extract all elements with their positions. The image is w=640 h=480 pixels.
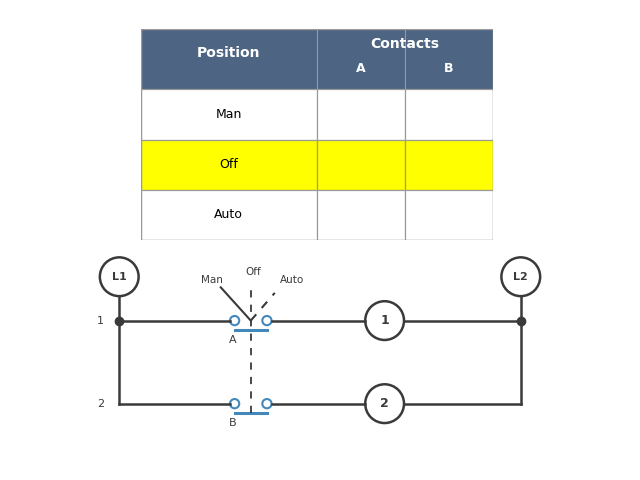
Text: 1: 1 xyxy=(97,315,104,325)
Text: Auto: Auto xyxy=(280,275,305,285)
Bar xyxy=(405,190,493,240)
Bar xyxy=(141,89,317,140)
Bar xyxy=(317,190,405,240)
Text: A: A xyxy=(356,61,365,74)
Text: Auto: Auto xyxy=(214,208,243,221)
Text: Off: Off xyxy=(245,267,261,277)
Text: L1: L1 xyxy=(112,272,127,282)
Text: 2: 2 xyxy=(380,397,389,410)
Bar xyxy=(141,190,317,240)
Text: B: B xyxy=(228,418,236,428)
Bar xyxy=(141,29,493,89)
Text: Off: Off xyxy=(220,158,238,171)
Text: Contacts: Contacts xyxy=(371,37,439,51)
Bar xyxy=(317,140,405,190)
Text: 1: 1 xyxy=(380,314,389,327)
Bar xyxy=(405,140,493,190)
Text: A: A xyxy=(228,335,236,345)
Bar xyxy=(141,140,317,190)
Bar xyxy=(405,89,493,140)
Text: Position: Position xyxy=(197,46,260,60)
Text: Man: Man xyxy=(200,275,223,285)
Text: B: B xyxy=(444,61,454,74)
Text: Man: Man xyxy=(216,108,242,121)
Bar xyxy=(317,89,405,140)
Text: 2: 2 xyxy=(97,399,104,408)
Text: L2: L2 xyxy=(513,272,528,282)
